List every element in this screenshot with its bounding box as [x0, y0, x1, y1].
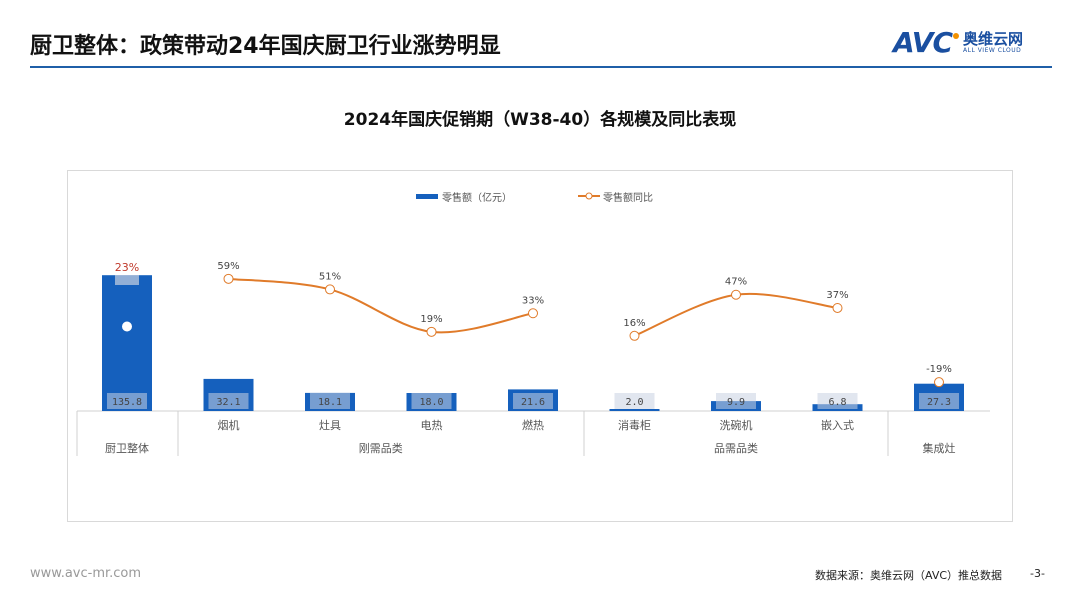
yoy-point — [122, 321, 132, 332]
category-label: 厨卫整体 — [105, 441, 149, 455]
yoy-line-segment — [228, 277, 534, 334]
category-label: 电热 — [421, 419, 443, 432]
yoy-point — [426, 326, 437, 337]
legend-bar-label: 零售额（亿元） — [442, 191, 512, 204]
group-label: 刚需品类 — [359, 441, 403, 455]
bar-label-box — [919, 393, 959, 409]
bar-label-box — [208, 393, 249, 409]
category-label: 消毒柜 — [618, 418, 651, 432]
highlight-label-box — [115, 275, 139, 285]
legend-line-marker — [585, 192, 593, 200]
logo-dot-icon — [953, 32, 959, 39]
category-label: 洗碗机 — [720, 418, 753, 432]
category-label: 燃热 — [522, 418, 544, 432]
bar-label-box — [513, 393, 553, 409]
avc-logo: AVC 奥维云网 ALL VIEW CLOUD — [893, 26, 1023, 59]
category-label: 集成灶 — [923, 441, 956, 455]
bar-value-label: 18.0 — [419, 397, 443, 408]
chart-title: 2024年国庆促销期（W38-40）各规模及同比表现 — [343, 110, 737, 130]
yoy-label: 33% — [522, 295, 544, 306]
bar-label-box — [411, 393, 452, 409]
legend-bar-swatch — [416, 194, 438, 199]
logo-en-text: ALL VIEW CLOUD — [963, 46, 1022, 54]
yoy-point — [528, 308, 538, 319]
yoy-point — [832, 302, 843, 313]
logo-cn-text: 奥维云网 — [963, 29, 1024, 48]
bar-value-label: 32.1 — [216, 397, 240, 408]
yoy-point — [223, 273, 234, 284]
category-label: 嵌入式 — [821, 419, 854, 432]
yoy-label: 47% — [725, 277, 747, 288]
group-label: 品需品类 — [714, 441, 758, 455]
bar-value-label: 18.1 — [318, 397, 342, 408]
bar-value-label: 21.6 — [521, 397, 545, 408]
category-label: 烟机 — [218, 418, 240, 432]
bar — [609, 409, 660, 411]
chart-frame — [67, 170, 1013, 522]
bar-label-box — [310, 393, 350, 409]
bar-value-label: 27.3 — [927, 397, 951, 408]
bar-label-box — [614, 393, 655, 409]
bar-value-label: 6.8 — [828, 397, 846, 408]
legend-line-label: 零售额同比 — [603, 191, 653, 204]
bar-label-box — [107, 393, 147, 409]
yoy-point — [629, 330, 640, 341]
yoy-label: 37% — [826, 290, 848, 301]
header-divider — [30, 66, 1052, 68]
category-label: 灶具 — [319, 419, 341, 432]
page-number: -3- — [1030, 567, 1045, 580]
bar-label-box — [817, 393, 858, 409]
yoy-line-segment — [634, 292, 838, 337]
yoy-label: 19% — [420, 314, 442, 325]
bar-value-label: 135.8 — [112, 397, 142, 408]
yoy-label: -19% — [926, 364, 952, 375]
bar — [102, 275, 152, 411]
footer-url: www.avc-mr.com — [30, 566, 142, 581]
yoy-label: 16% — [623, 318, 645, 329]
yoy-point — [325, 284, 335, 295]
yoy-point — [731, 289, 741, 300]
logo-text: AVC — [893, 26, 953, 59]
bar-label-box — [716, 393, 756, 409]
bar-value-label: 2.0 — [625, 397, 643, 408]
yoy-label: 59% — [217, 261, 239, 272]
yoy-label: 23% — [115, 261, 139, 274]
data-source: 数据来源：奥维云网（AVC）推总数据 — [815, 569, 1003, 582]
logo-cn: 奥维云网 ALL VIEW CLOUD — [963, 31, 1023, 55]
bar-value-label: 9.9 — [727, 397, 745, 408]
yoy-point — [934, 377, 944, 388]
page-title: 厨卫整体：政策带动24年国庆厨卫行业涨势明显 — [30, 34, 501, 59]
yoy-label: 51% — [319, 271, 341, 282]
